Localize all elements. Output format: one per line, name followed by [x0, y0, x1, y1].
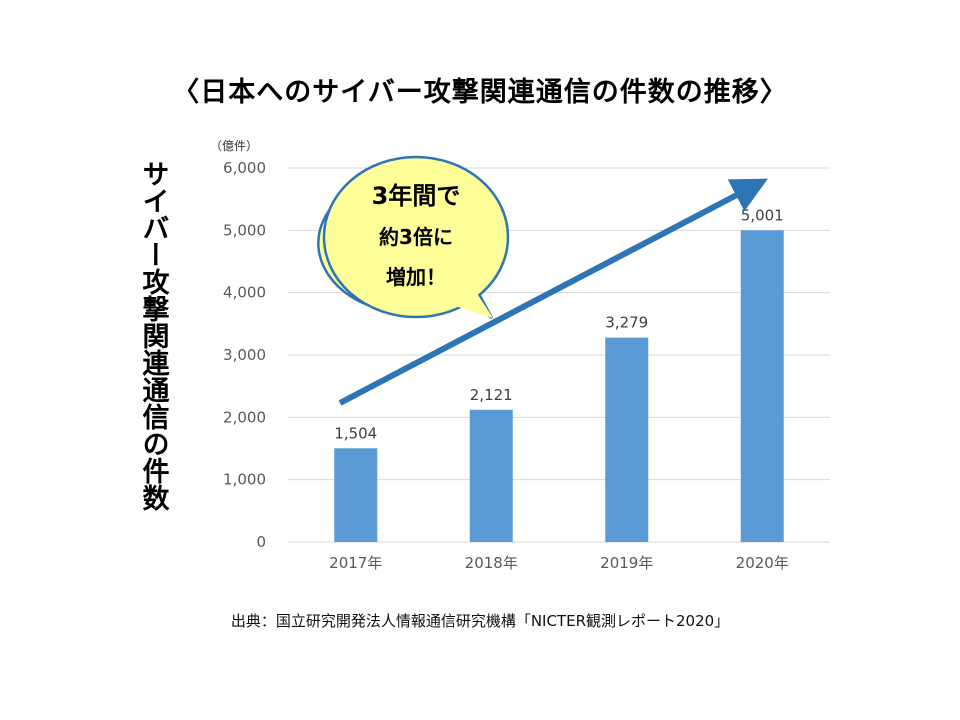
- unit-label: （億件）: [210, 139, 259, 153]
- callout-line-2: 約3倍に: [336, 217, 496, 257]
- page-title: 〈日本へのサイバー攻撃関連通信の件数の推移〉: [172, 77, 788, 108]
- y-tick-label: 0: [256, 533, 266, 551]
- x-tick-label: 2020年: [736, 554, 789, 572]
- y-tick-label: 4,000: [223, 284, 266, 302]
- bar: [605, 337, 649, 542]
- x-tick-label: 2017年: [329, 554, 382, 572]
- y-tick-label: 6,000: [223, 159, 266, 177]
- y-tick-label: 5,000: [223, 221, 266, 239]
- y-tick-labels: 0 1,000 2,000 3,000 4,000 5,000 6,000: [223, 159, 266, 551]
- callout-line-3: 増加！: [336, 257, 496, 297]
- bar: [469, 409, 513, 542]
- y-tick-label: 3,000: [223, 346, 266, 364]
- x-tick-labels: 2017年 2018年 2019年 2020年: [329, 554, 789, 572]
- x-tick-label: 2019年: [600, 554, 653, 572]
- x-tick-label: 2018年: [465, 554, 518, 572]
- bars: [334, 230, 784, 542]
- speech-bubble: [317, 155, 510, 319]
- bar-value-label: 3,279: [605, 314, 648, 332]
- callout-line-1: 3年間で: [336, 176, 496, 217]
- bar: [334, 448, 378, 542]
- bar-value-label: 5,001: [741, 206, 784, 224]
- callout-text: 3年間で 約3倍に 増加！: [336, 176, 496, 297]
- value-labels: 1,504 2,121 3,279 5,001: [334, 206, 783, 442]
- trend-arrow-group: [338, 178, 768, 406]
- bar: [740, 230, 784, 542]
- bar-value-label: 2,121: [470, 386, 513, 404]
- callout-line-1-text: 3年間で: [371, 182, 461, 210]
- callout-line-3-text: 増加！: [386, 265, 446, 289]
- trend-arrow: [338, 178, 768, 406]
- y-axis-label: サイバー攻撃関連通信の件数: [137, 160, 169, 511]
- bar-value-label: 1,504: [334, 424, 377, 442]
- y-tick-label: 1,000: [223, 471, 266, 489]
- y-tick-label: 2,000: [223, 408, 266, 426]
- source-note: 出典：国立研究開発法人情報通信研究機構「NICTER観測レポート2020」: [230, 612, 730, 630]
- callout-line-2-text: 約3倍に: [379, 225, 453, 249]
